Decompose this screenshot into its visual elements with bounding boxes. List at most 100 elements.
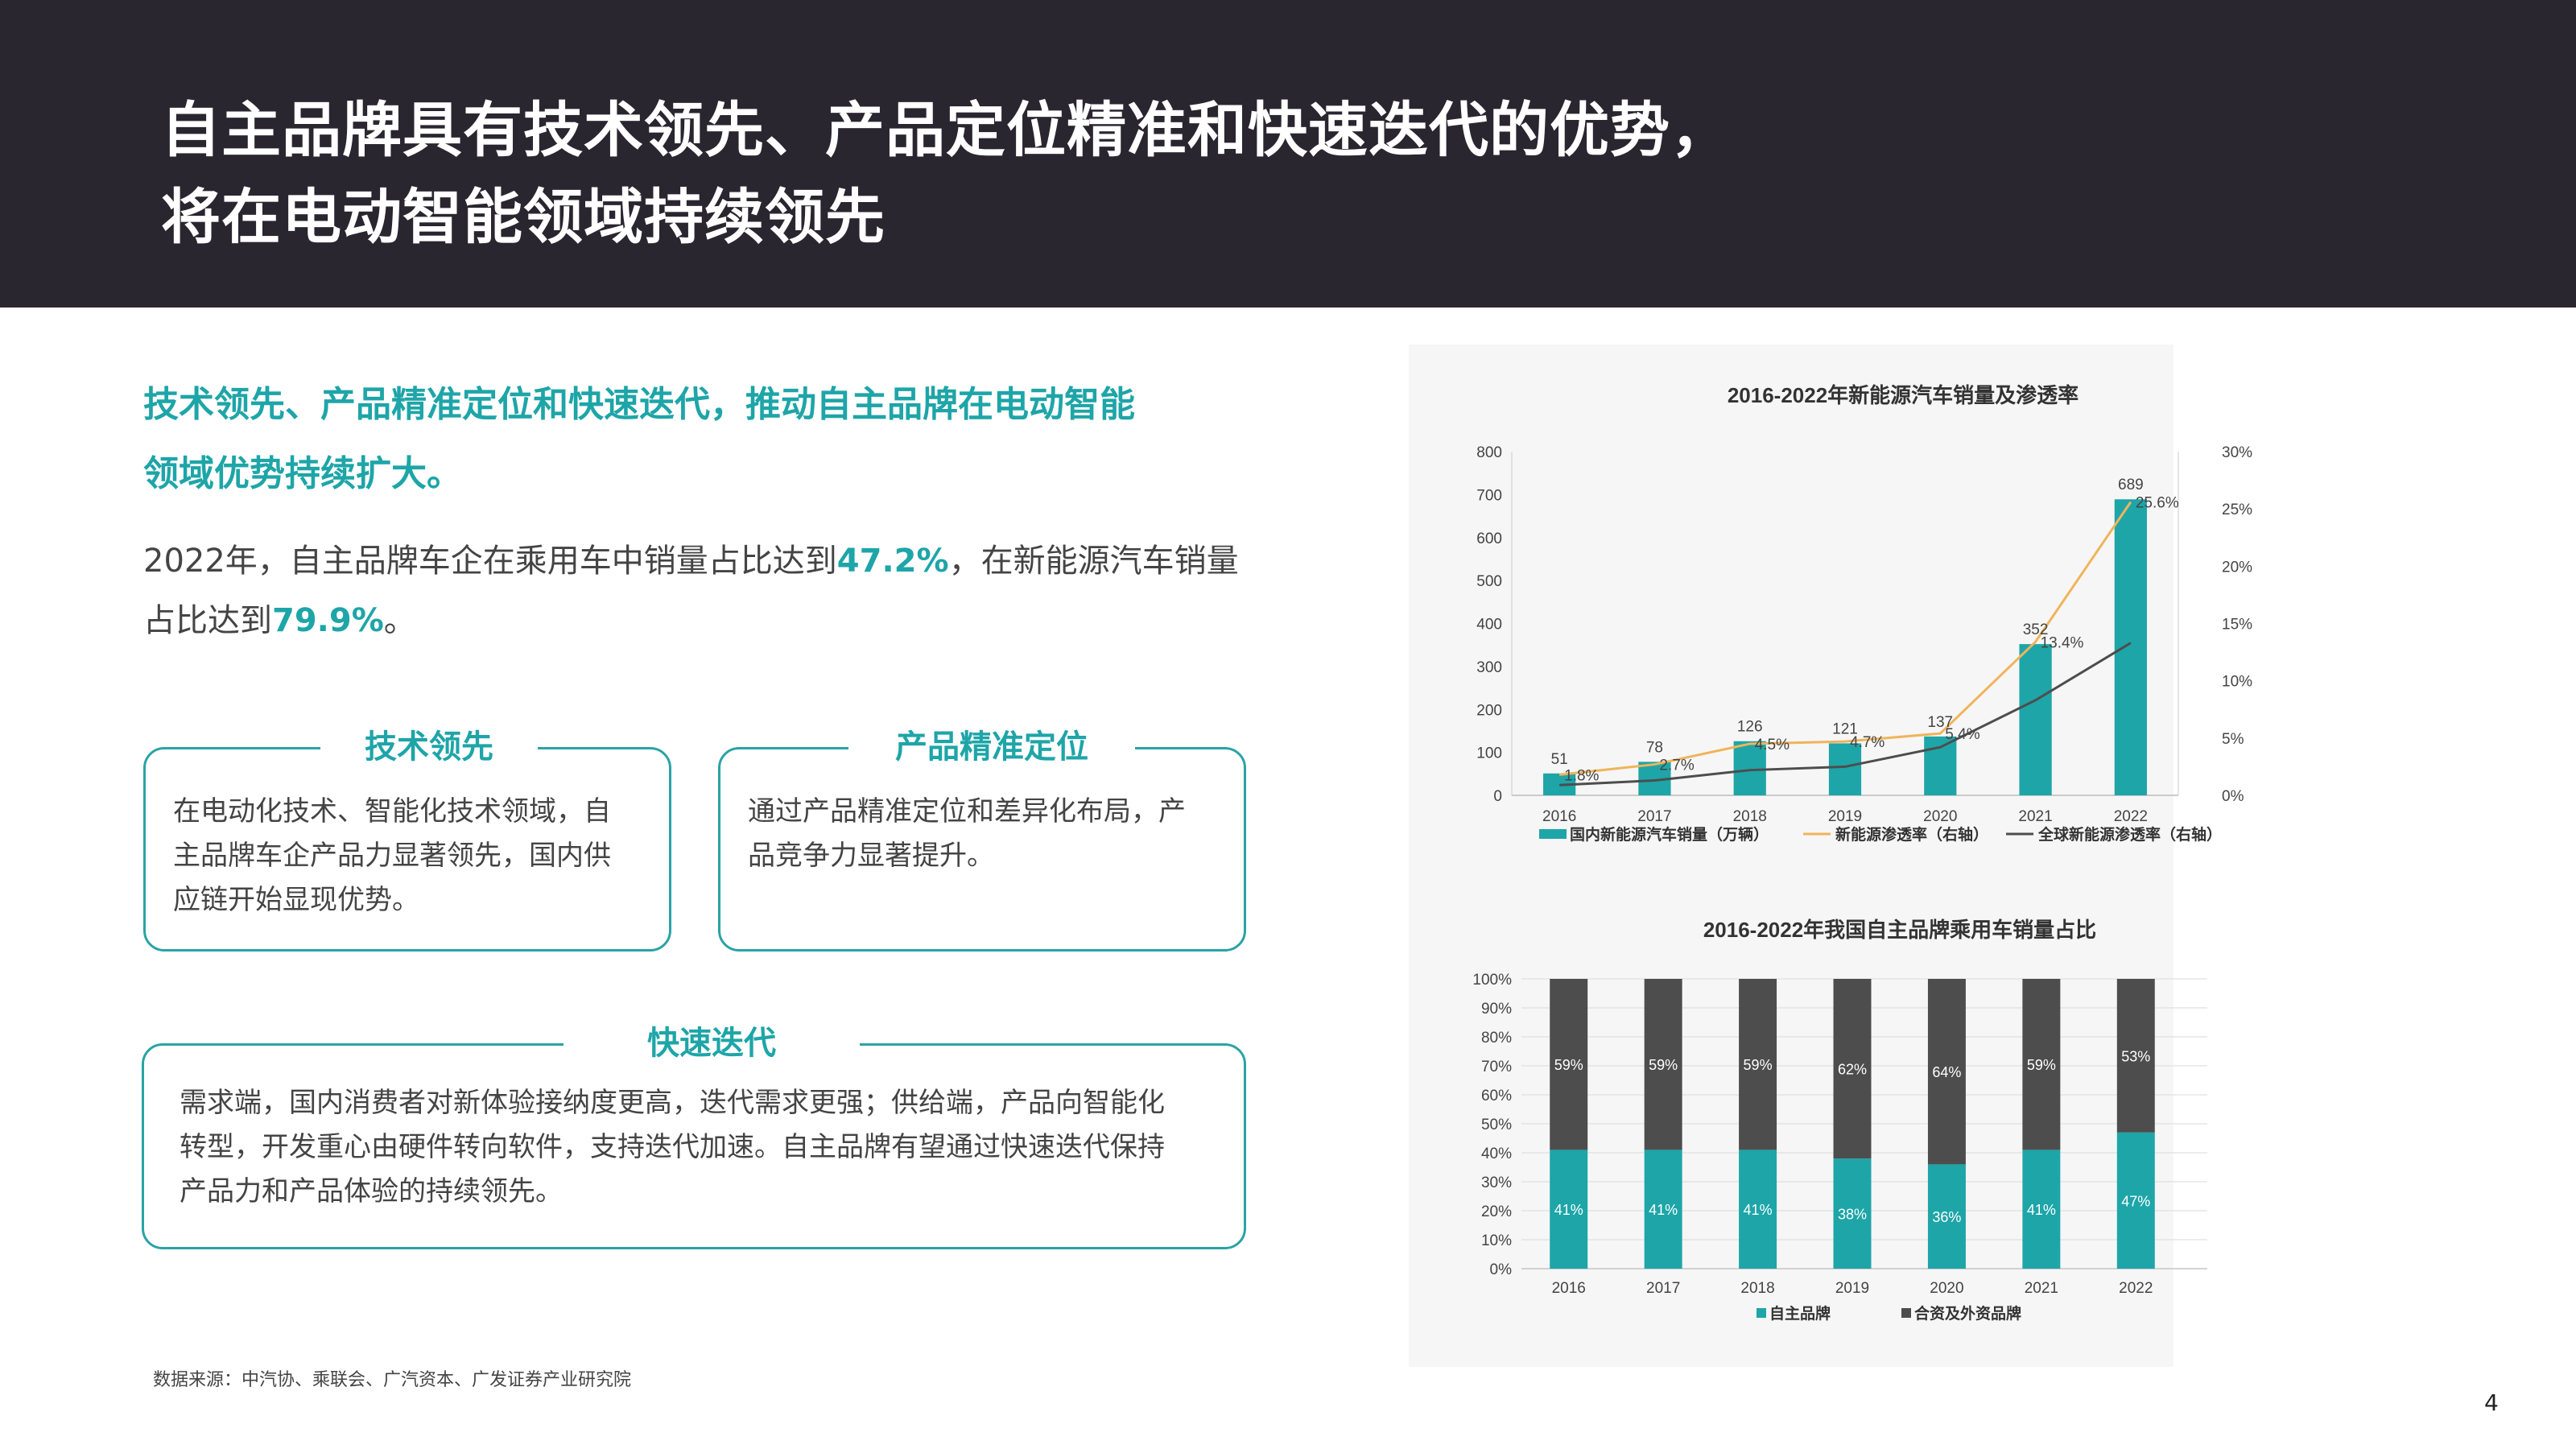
chart1-legend-label-global: 全球新能源渗透率（右轴） bbox=[2037, 825, 2222, 844]
card-tech-title: 技术领先 bbox=[320, 723, 538, 771]
card-iteration-title: 快速迭代 bbox=[564, 1019, 860, 1067]
chart2-x-tick-label: 2020 bbox=[1930, 1280, 1963, 1297]
card-tech-line-1: 在电动化技术、智能化技术领域，自 bbox=[173, 795, 611, 828]
chart2-own-brand-label: 41% bbox=[2027, 1202, 2056, 1218]
card-tech-leadership: 在电动化技术、智能化技术领域，自 主品牌车企产品力显著领先，国内供 应链开始显现… bbox=[143, 747, 671, 952]
chart1-line-global-penetration bbox=[1559, 642, 2132, 786]
chart1-penetration-label: 13.4% bbox=[2041, 634, 2084, 651]
highlight-share-passenger: 47.2% bbox=[836, 543, 949, 580]
chart2-y-tick-label: 70% bbox=[1481, 1059, 1512, 1075]
chart2-jv-foreign-label: 53% bbox=[2121, 1048, 2150, 1064]
chart2-x-tick-label: 2016 bbox=[1552, 1280, 1586, 1297]
chart2-jv-foreign-label: 64% bbox=[1932, 1064, 1961, 1080]
chart1-penetration-label: 4.7% bbox=[1850, 734, 1885, 751]
chart1-y-tick-label: 400 bbox=[1476, 617, 1502, 634]
chart1-y-tick-label: 500 bbox=[1476, 573, 1502, 590]
card-iteration-line-3: 产品力和产品体验的持续领先。 bbox=[180, 1175, 563, 1208]
card-position-line-1: 通过产品精准定位和差异化布局，产 bbox=[748, 795, 1186, 828]
chart2-bar-jv-foreign bbox=[1927, 979, 1966, 1165]
chart2-own-brand-label: 41% bbox=[1554, 1202, 1583, 1218]
chart1-legend-label-sales: 国内新能源汽车销量（万辆） bbox=[1570, 825, 1769, 844]
chart2-bar-jv-foreign bbox=[2022, 979, 2061, 1150]
chart2-y-tick-label: 60% bbox=[1481, 1088, 1512, 1104]
card-tech-line-2: 主品牌车企产品力显著领先，国内供 bbox=[173, 840, 611, 872]
chart2-x-tick-label: 2018 bbox=[1740, 1280, 1774, 1297]
chart2-own-brand-label: 38% bbox=[1838, 1207, 1867, 1223]
chart2-jv-foreign-label: 62% bbox=[1838, 1062, 1867, 1078]
chart1-y2-tick-label: 15% bbox=[2222, 617, 2252, 634]
chart2-y-tick-label: 20% bbox=[1481, 1203, 1512, 1220]
chart2-y-tick-label: 100% bbox=[1472, 972, 1512, 989]
chart1-bar-sales bbox=[1924, 736, 1957, 795]
title-line-1: 自主品牌具有技术领先、产品定位精准和快速迭代的优势， bbox=[161, 96, 1731, 165]
chart2-x-tick-label: 2022 bbox=[2119, 1280, 2153, 1297]
chart1-bar-value-label: 78 bbox=[1646, 739, 1663, 756]
chart2-legend-label-own: 自主品牌 bbox=[1769, 1304, 1831, 1323]
chart2-bar-jv-foreign bbox=[1833, 979, 1872, 1159]
data-source-note: 数据来源：中汽协、乘联会、广汽资本、广发证券产业研究院 bbox=[153, 1370, 632, 1390]
chart2-bar-jv-foreign bbox=[1739, 979, 1777, 1150]
chart1-bar-value-label: 121 bbox=[1832, 720, 1858, 737]
chart1-bar-value-label: 137 bbox=[1927, 714, 1953, 731]
page-number: 4 bbox=[2484, 1389, 2499, 1416]
summary-text-4: 。 bbox=[383, 602, 416, 639]
lead-line-1: 技术领先、产品精准定位和快速迭代，推动自主品牌在电动智能 bbox=[143, 384, 1135, 425]
chart1-y2-tick-label: 30% bbox=[2222, 444, 2252, 461]
chart1-bar-sales bbox=[1828, 743, 1862, 795]
summary-paragraph: 2022年，自主品牌车企在乘用车中销量占比达到47.2%，在新能源汽车销量 占比… bbox=[143, 531, 1270, 650]
chart1-penetration-label: 4.5% bbox=[1755, 737, 1790, 753]
title-line-2: 将在电动智能领域持续领先 bbox=[161, 183, 886, 252]
chart1-bar-value-label: 689 bbox=[2118, 477, 2144, 493]
chart1-bar-value-label: 126 bbox=[1737, 719, 1763, 736]
chart1-y-tick-label: 100 bbox=[1476, 745, 1502, 762]
card-product-positioning: 通过产品精准定位和差异化布局，产 品竞争力显著提升。 bbox=[718, 747, 1246, 952]
chart2-jv-foreign-label: 59% bbox=[1744, 1057, 1773, 1073]
chart1-y2-tick-label: 0% bbox=[2222, 788, 2244, 805]
chart1-y2-tick-label: 10% bbox=[2222, 674, 2252, 691]
page-title: 自主品牌具有技术领先、产品定位精准和快速迭代的优势， 将在电动智能领域持续领先 bbox=[161, 87, 1731, 261]
chart2-y-tick-label: 50% bbox=[1481, 1117, 1512, 1133]
chart2-bar-own-brand bbox=[2116, 1132, 2155, 1269]
chart2-x-tick-label: 2019 bbox=[1835, 1280, 1869, 1297]
chart1-x-tick-label: 2022 bbox=[2114, 808, 2148, 825]
chart2-x-tick-label: 2021 bbox=[2025, 1280, 2058, 1297]
chart1-x-tick-label: 2021 bbox=[2018, 808, 2052, 825]
chart2-bar-own-brand bbox=[1739, 1150, 1777, 1269]
chart2-bar-own-brand bbox=[1550, 1150, 1588, 1269]
chart1-legend-label-domestic: 新能源渗透率（右轴） bbox=[1835, 825, 1988, 844]
chart2-legend-swatch-jv bbox=[1901, 1308, 1911, 1318]
summary-text-2: ，在新能源汽车销量 bbox=[948, 543, 1239, 580]
card-tech-body: 在电动化技术、智能化技术领域，自 主品牌车企产品力显著领先，国内供 应链开始显现… bbox=[173, 790, 656, 923]
highlight-share-nev: 79.9% bbox=[272, 602, 384, 639]
card-position-line-2: 品竞争力显著提升。 bbox=[748, 840, 994, 872]
card-position-body: 通过产品精准定位和差异化布局，产 品竞争力显著提升。 bbox=[748, 790, 1231, 878]
chart1-bar-value-label: 51 bbox=[1551, 751, 1568, 768]
chart1-y-tick-label: 800 bbox=[1476, 444, 1502, 461]
card-position-title: 产品精准定位 bbox=[848, 723, 1135, 771]
chart2-jv-foreign-label: 59% bbox=[2027, 1057, 2056, 1073]
chart1-bar-sales bbox=[1733, 741, 1766, 795]
chart2-bar-own-brand bbox=[2022, 1150, 2061, 1269]
lead-line-2: 领域优势持续扩大。 bbox=[143, 453, 462, 494]
chart2-jv-foreign-label: 59% bbox=[1554, 1057, 1583, 1073]
chart2-bar-jv-foreign bbox=[2116, 979, 2155, 1133]
chart1-x-tick-label: 2018 bbox=[1733, 808, 1767, 825]
chart1-penetration-label: 2.7% bbox=[1659, 758, 1694, 774]
chart1-y2-tick-label: 5% bbox=[2222, 731, 2244, 748]
chart1-bar-sales bbox=[2019, 644, 2052, 795]
chart1-y2-tick-label: 20% bbox=[2222, 559, 2252, 576]
chart2-y-tick-label: 0% bbox=[1490, 1261, 1513, 1278]
chart2-bar-own-brand bbox=[1833, 1158, 1872, 1269]
chart2-bar-jv-foreign bbox=[1644, 979, 1682, 1150]
card-iteration-line-2: 转型，开发重心由硬件转向软件，支持迭代加速。自主品牌有望通过快速迭代保持 bbox=[180, 1131, 1165, 1163]
chart2-legend-swatch-own bbox=[1757, 1308, 1766, 1318]
summary-text-1: 2022年，自主品牌车企在乘用车中销量占比达到 bbox=[143, 543, 837, 580]
chart2-y-tick-label: 30% bbox=[1481, 1174, 1512, 1191]
chart2-y-tick-label: 40% bbox=[1481, 1146, 1512, 1162]
chart1-x-tick-label: 2016 bbox=[1542, 808, 1576, 825]
chart1-y-tick-label: 700 bbox=[1476, 487, 1502, 504]
card-iteration-line-1: 需求端，国内消费者对新体验接纳度更高，迭代需求更强；供给端，产品向智能化 bbox=[180, 1087, 1165, 1119]
chart2-bar-jv-foreign bbox=[1550, 979, 1588, 1150]
chart2-own-brand-label: 47% bbox=[2121, 1193, 2150, 1209]
chart2-own-brand-label: 41% bbox=[1649, 1202, 1678, 1218]
